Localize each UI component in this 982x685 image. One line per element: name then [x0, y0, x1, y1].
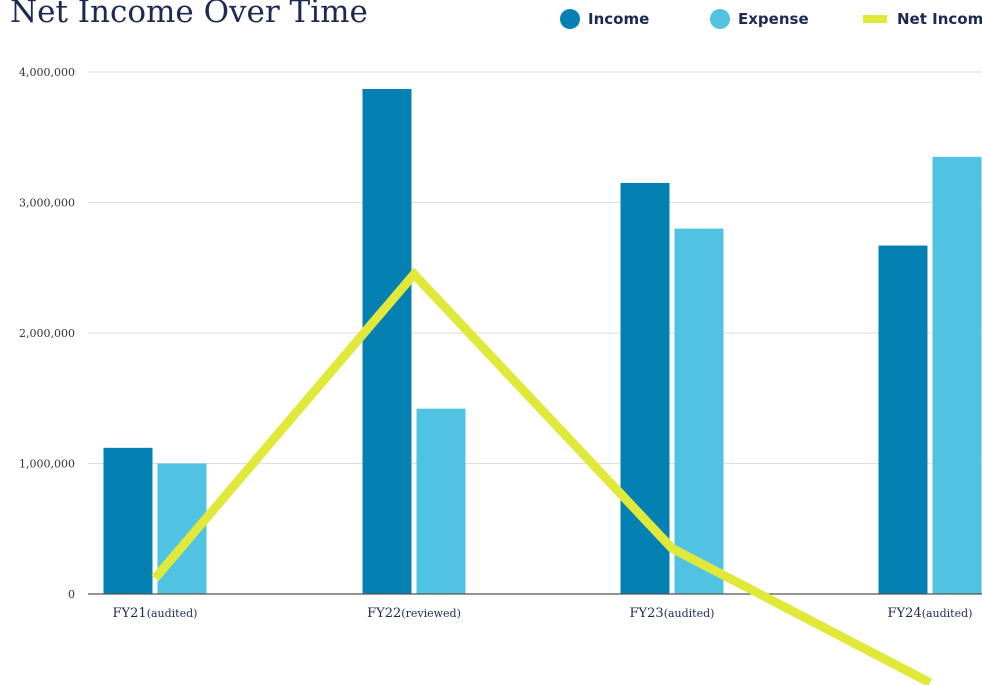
legend-label-income: Income: [588, 10, 650, 28]
bar-income-0: [103, 447, 153, 594]
legend-label-expense: Expense: [738, 10, 809, 28]
bar-expense-2: [674, 228, 724, 594]
x-tick-label-3: FY24(audited): [888, 606, 973, 621]
legend-item-income: Income: [560, 6, 649, 32]
y-tick-label-4: 4,000,000: [19, 66, 75, 79]
x-tick-label-2: FY23(audited): [630, 606, 715, 621]
bar-income-1: [362, 88, 412, 594]
legend-swatch-net-income: [863, 15, 887, 23]
legend-item-net-income: Net Income: [863, 6, 982, 32]
y-tick-label-2: 2,000,000: [19, 327, 75, 340]
y-tick-label-0: 0: [68, 588, 75, 601]
bar-expense-1: [416, 408, 466, 594]
legend-item-expense: Expense: [710, 6, 809, 32]
legend-swatch-expense: [710, 9, 730, 29]
x-tick-label-1: FY22(reviewed): [367, 606, 461, 621]
y-tick-label-3: 3,000,000: [19, 197, 75, 210]
bar-expense-3: [932, 156, 982, 594]
legend-label-net-income: Net Income: [897, 10, 982, 28]
legend: Income Expense Net Income: [560, 6, 982, 32]
bar-income-3: [878, 245, 928, 594]
x-tick-label-0: FY21(audited): [113, 606, 198, 621]
chart-title: Net Income Over Time: [10, 0, 368, 30]
legend-swatch-income: [560, 9, 580, 29]
series-line-net-income: [151, 267, 933, 685]
y-tick-label-1: 1,000,000: [19, 458, 75, 471]
